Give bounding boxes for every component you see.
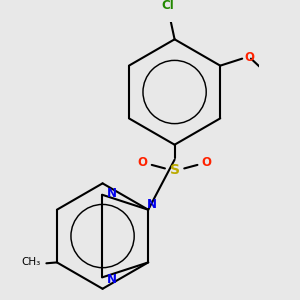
- Text: O: O: [245, 51, 255, 64]
- Text: O: O: [137, 156, 147, 169]
- Text: S: S: [169, 163, 180, 177]
- Text: N: N: [107, 187, 117, 200]
- Text: Cl: Cl: [161, 0, 174, 12]
- Text: N: N: [147, 198, 157, 211]
- Text: CH₃: CH₃: [21, 257, 40, 267]
- Text: N: N: [107, 273, 117, 286]
- Text: O: O: [202, 156, 212, 169]
